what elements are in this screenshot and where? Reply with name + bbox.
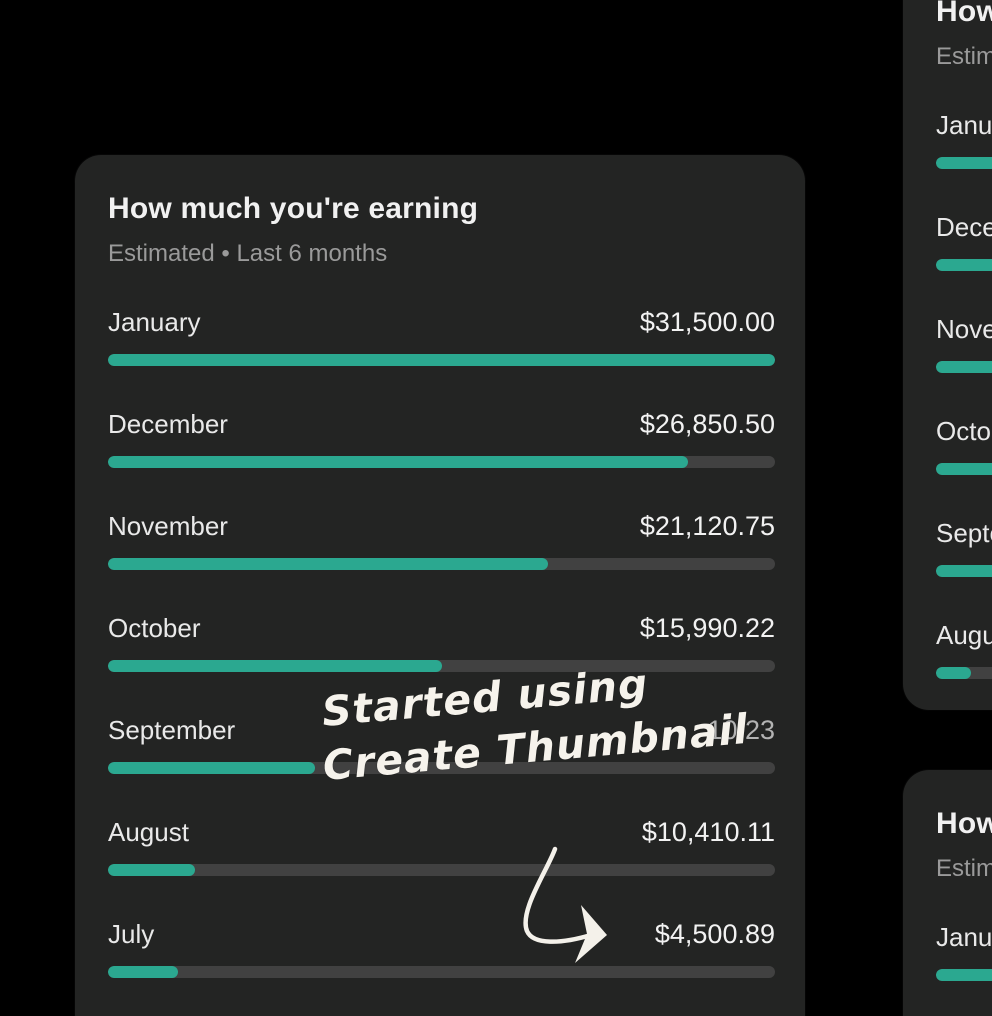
earnings-bar-track bbox=[936, 463, 992, 475]
earnings-bar-track bbox=[108, 456, 775, 468]
earnings-row: September bbox=[936, 517, 992, 619]
bar-fill bbox=[108, 762, 315, 774]
bar-fill bbox=[936, 157, 992, 169]
month-label: December bbox=[936, 212, 992, 242]
month-value: $31,500.00 bbox=[639, 307, 775, 337]
earnings-row: October bbox=[936, 415, 992, 517]
month-value: 10.23 bbox=[707, 715, 775, 745]
hand-drawn-arrow-icon bbox=[523, 846, 607, 963]
earnings-card-right-bottom: How much you're earning Estimated • Last… bbox=[903, 770, 992, 1016]
month-label: January bbox=[936, 922, 992, 952]
earnings-row: October $15,990.22 bbox=[108, 612, 775, 714]
card-subtitle: Estimated • Last 6 months bbox=[936, 855, 992, 882]
earnings-bar-track bbox=[936, 667, 992, 679]
earnings-row: September 10.23 bbox=[108, 714, 775, 816]
bar-fill bbox=[108, 864, 195, 876]
earnings-rows: January December November October bbox=[936, 109, 992, 721]
earnings-bar-track bbox=[936, 565, 992, 577]
month-value: $10,410.11 bbox=[641, 817, 775, 847]
earnings-row: January $31,500.00 bbox=[108, 306, 775, 408]
month-label: July bbox=[108, 919, 155, 949]
earnings-row: December bbox=[936, 211, 992, 313]
earnings-row-line: November bbox=[936, 313, 992, 345]
month-label: August bbox=[936, 620, 992, 650]
month-label: January bbox=[936, 110, 992, 140]
earnings-row-line: October $15,990.22 bbox=[108, 612, 775, 644]
month-value: $21,120.75 bbox=[639, 511, 775, 541]
earnings-card-main: How much you're earning Estimated • Last… bbox=[75, 155, 805, 1016]
card-title: How much you're earning bbox=[936, 0, 992, 28]
earnings-bar-track bbox=[108, 354, 775, 366]
card-subtitle: Estimated • Last 6 months bbox=[108, 240, 388, 267]
earnings-row-line: August bbox=[936, 619, 992, 651]
bar-fill bbox=[936, 259, 992, 271]
card-title: How much you're earning bbox=[936, 807, 992, 840]
month-label: August bbox=[108, 817, 189, 847]
month-value: $4,500.89 bbox=[654, 919, 775, 949]
earnings-row-line: January $31,500.00 bbox=[108, 306, 775, 338]
earnings-row-line: November $21,120.75 bbox=[108, 510, 775, 542]
month-label: October bbox=[936, 416, 992, 446]
earnings-bar-track bbox=[936, 157, 992, 169]
month-label: November bbox=[108, 511, 228, 541]
month-value: $26,850.50 bbox=[639, 409, 775, 439]
earnings-bar-track bbox=[936, 969, 992, 981]
card-title: How much you're earning bbox=[108, 192, 479, 225]
month-label: October bbox=[108, 613, 201, 643]
earnings-bar-track bbox=[108, 762, 775, 774]
bar-fill bbox=[108, 660, 442, 672]
earnings-row: November bbox=[936, 313, 992, 415]
earnings-row: July $4,500.89 bbox=[108, 918, 775, 1016]
bar-fill bbox=[936, 361, 992, 373]
earnings-row-line: January bbox=[936, 921, 992, 953]
month-label: November bbox=[936, 314, 992, 344]
earnings-row: January bbox=[936, 921, 992, 1016]
earnings-row-line: January bbox=[936, 109, 992, 141]
month-label: December bbox=[108, 409, 228, 439]
bar-fill bbox=[936, 565, 992, 577]
earnings-bar-track bbox=[108, 558, 775, 570]
month-label: January bbox=[108, 307, 201, 337]
month-label: September bbox=[936, 518, 992, 548]
earnings-row-line: December $26,850.50 bbox=[108, 408, 775, 440]
earnings-row-line: December bbox=[936, 211, 992, 243]
bar-fill bbox=[108, 558, 549, 570]
bar-fill bbox=[936, 667, 971, 679]
earnings-row-line: July $4,500.89 bbox=[108, 918, 775, 950]
earnings-row-line: September bbox=[936, 517, 992, 549]
earnings-rows: January $31,500.00 December $26,850.50 N… bbox=[108, 306, 775, 1016]
earnings-row-line: October bbox=[936, 415, 992, 447]
earnings-row: December $26,850.50 bbox=[108, 408, 775, 510]
earnings-row-line: August $10,410.11 bbox=[108, 816, 775, 848]
earnings-row: November $21,120.75 bbox=[108, 510, 775, 612]
card-subtitle: Estimated • Last 6 months bbox=[936, 43, 992, 70]
bar-fill bbox=[108, 966, 179, 978]
earnings-row: August bbox=[936, 619, 992, 721]
earnings-card-right-top: How much you're earning Estimated • Last… bbox=[903, 0, 992, 710]
earnings-rows: January bbox=[936, 921, 992, 1016]
earnings-bar-track bbox=[108, 966, 775, 978]
earnings-bar-track bbox=[108, 660, 775, 672]
earnings-bar-track bbox=[936, 259, 992, 271]
earnings-bar-track bbox=[108, 864, 775, 876]
month-label: September bbox=[108, 715, 236, 745]
bar-fill bbox=[936, 463, 992, 475]
bar-fill bbox=[108, 354, 775, 366]
month-value: $15,990.22 bbox=[639, 613, 775, 643]
bar-fill bbox=[108, 456, 689, 468]
earnings-row: January bbox=[936, 109, 992, 211]
earnings-row-line: September 10.23 bbox=[108, 714, 775, 746]
bar-fill bbox=[936, 969, 992, 981]
earnings-row: August $10,410.11 bbox=[108, 816, 775, 918]
earnings-bar-track bbox=[936, 361, 992, 373]
